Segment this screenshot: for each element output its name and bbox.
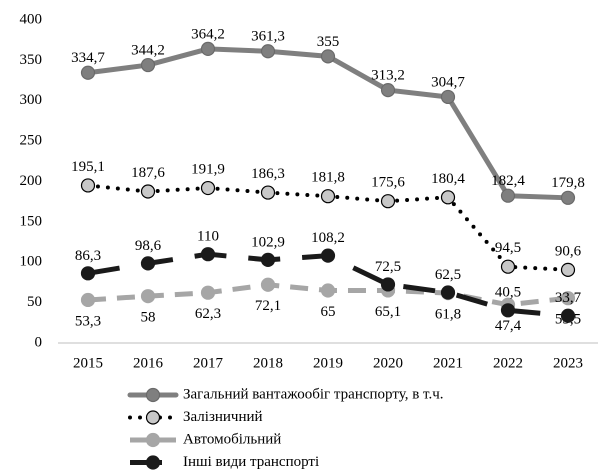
data-label: 53,3 (75, 313, 101, 329)
y-tick-label: 350 (20, 52, 43, 68)
legend-label: Загальний вантажообіг транспорту, в т.ч. (183, 386, 444, 402)
data-point (200, 285, 216, 300)
data-label: 181,8 (311, 170, 345, 186)
data-label: 182,4 (491, 173, 525, 189)
data-point (260, 185, 276, 200)
data-label: 72,1 (255, 298, 281, 314)
data-label: 102,9 (251, 234, 285, 250)
data-point (260, 252, 276, 268)
legend-marker (145, 387, 161, 403)
data-label: 90,6 (555, 243, 582, 259)
data-point (140, 184, 156, 199)
data-point (380, 277, 396, 292)
legend-marker (145, 432, 161, 448)
data-point (500, 188, 516, 203)
x-tick-label: 2021 (433, 355, 463, 371)
data-point (560, 291, 576, 306)
data-point (380, 82, 396, 98)
y-tick-label: 50 (27, 294, 42, 310)
data-point (500, 259, 516, 274)
data-point (260, 44, 276, 59)
legend-marker (145, 455, 161, 470)
data-label: 62,5 (435, 267, 461, 283)
data-label: 195,1 (71, 159, 105, 175)
x-tick-label: 2022 (493, 355, 523, 371)
x-tick-label: 2019 (313, 355, 343, 371)
data-label: 175,6 (371, 175, 405, 191)
data-point (260, 277, 276, 292)
data-label: 334,7 (71, 50, 105, 66)
data-label: 191,9 (191, 161, 225, 177)
data-point (200, 247, 216, 262)
data-label: 187,6 (131, 165, 165, 181)
data-point (500, 303, 516, 318)
data-label: 61,8 (435, 307, 461, 323)
data-label: 94,5 (495, 240, 521, 256)
y-tick-label: 0 (35, 334, 43, 350)
data-point (560, 190, 576, 205)
data-point (320, 189, 336, 204)
legend-label: Інші види транспорті (183, 454, 319, 470)
data-point (320, 283, 336, 298)
x-tick-label: 2023 (553, 355, 583, 371)
data-point (140, 289, 156, 304)
x-tick-label: 2020 (373, 355, 403, 371)
data-label: 304,7 (431, 74, 465, 90)
data-label: 65 (321, 304, 336, 320)
x-tick-label: 2015 (73, 355, 103, 371)
data-point (80, 266, 96, 281)
data-label: 110 (197, 229, 219, 245)
data-label: 72,5 (375, 259, 401, 275)
data-point (200, 180, 216, 196)
data-label: 65,1 (375, 304, 401, 320)
data-point (80, 178, 96, 193)
y-tick-label: 250 (20, 133, 43, 149)
y-tick-label: 300 (20, 92, 43, 108)
data-label: 344,2 (131, 42, 165, 58)
data-point (380, 194, 396, 209)
data-label: 86,3 (75, 248, 101, 264)
data-label: 40,5 (495, 285, 521, 301)
x-tick-label: 2016 (133, 355, 164, 371)
data-label: 186,3 (251, 166, 285, 182)
y-tick-label: 200 (20, 173, 43, 189)
data-label: 62,3 (195, 306, 221, 322)
data-point (320, 49, 336, 64)
legend-marker (145, 410, 161, 425)
data-point (140, 256, 156, 271)
x-tick-label: 2018 (253, 355, 283, 371)
data-label: 179,8 (551, 175, 585, 191)
x-tick-label: 2017 (193, 355, 224, 371)
data-point (440, 190, 456, 205)
data-label: 33,7 (555, 290, 582, 306)
data-point (320, 248, 336, 263)
data-label: 313,2 (371, 68, 405, 84)
data-point (560, 308, 576, 323)
y-tick-label: 400 (20, 11, 43, 27)
data-point (440, 89, 456, 105)
data-label: 58 (141, 310, 156, 326)
data-label: 47,4 (495, 318, 522, 334)
data-point (200, 41, 216, 57)
data-label: 361,3 (251, 29, 285, 45)
data-point (80, 65, 96, 80)
data-label: 364,2 (191, 26, 225, 42)
data-label: 355 (317, 34, 340, 50)
data-point (560, 262, 576, 277)
data-point (440, 285, 456, 300)
data-label: 98,6 (135, 238, 162, 254)
data-label: 108,2 (311, 230, 345, 246)
legend-label: Автомобільний (183, 431, 281, 447)
data-point (80, 292, 96, 308)
legend-label: Залізничний (183, 409, 263, 425)
data-label: 180,4 (431, 171, 465, 187)
data-point (140, 57, 156, 73)
y-tick-label: 100 (20, 254, 43, 270)
y-tick-label: 150 (20, 213, 43, 229)
